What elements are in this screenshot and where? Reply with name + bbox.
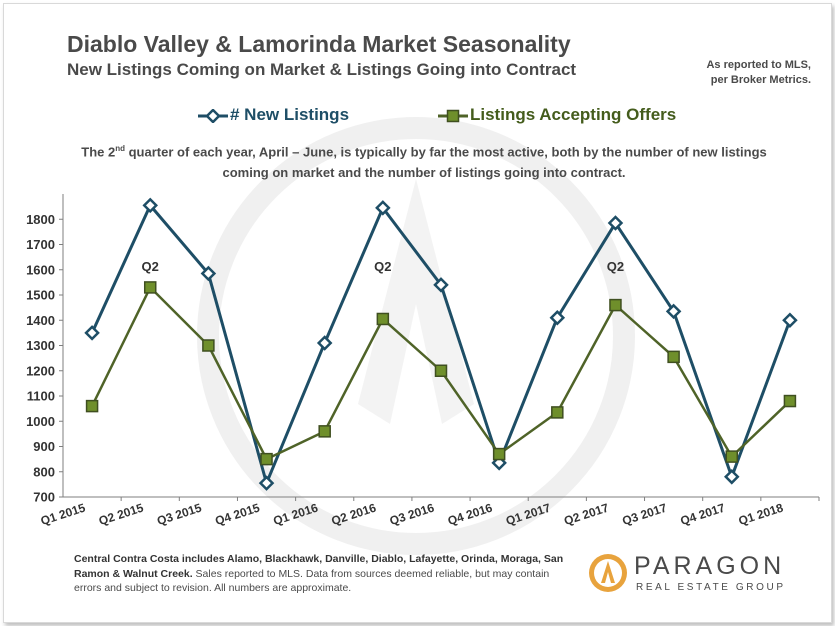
x-tick-label: Q2 2017 <box>562 500 610 528</box>
diamond-marker-icon <box>198 107 228 124</box>
point-offers <box>725 450 739 463</box>
point-new-listings <box>782 312 798 329</box>
point-offers <box>260 452 273 466</box>
x-tick-label: Q3 2015 <box>155 500 203 528</box>
point-offers <box>492 447 506 461</box>
point-offers <box>376 312 390 326</box>
x-tick-label: Q3 2017 <box>620 500 668 528</box>
point-new-listings <box>724 469 740 485</box>
legend-label-new-listings: # New Listings <box>230 105 350 124</box>
point-offers <box>318 425 331 438</box>
annotation-q2: Q2 <box>374 259 391 274</box>
point-offers <box>783 394 797 408</box>
y-tick-label: 1100 <box>27 389 55 404</box>
watermark-ring <box>197 117 635 555</box>
slide-frame: Diablo Valley & Lamorinda Market Seasona… <box>3 3 832 623</box>
logo-subtitle: REAL ESTATE GROUP <box>636 582 786 593</box>
x-tick-label: Q1 2016 <box>271 500 319 528</box>
point-new-listings <box>84 325 100 341</box>
note-part2: quarter of each year, April – June, is t… <box>125 144 767 181</box>
note-sup: nd <box>115 144 125 153</box>
y-tick-label: 800 <box>33 464 55 479</box>
point-offers <box>551 406 564 419</box>
chart-subtitle: New Listings Coming on Market & Listings… <box>67 60 577 79</box>
company-logo: PARAGON REAL ESTATE GROUP <box>584 550 804 598</box>
logo-name: PARAGON <box>634 552 786 580</box>
x-tick-label: Q4 2016 <box>446 500 494 528</box>
square-marker-icon <box>438 109 468 122</box>
point-new-listings <box>200 265 217 282</box>
y-tick-label: 900 <box>33 439 55 454</box>
point-offers <box>85 399 99 413</box>
line-chart: 700 800 900 1000 1100 1200 1300 1400 1500 1600 170… <box>26 194 820 528</box>
point-offers <box>434 364 448 377</box>
chart-title: Diablo Valley & Lamorinda Market Seasona… <box>67 31 571 57</box>
x-tick-label: Q4 2015 <box>213 500 261 528</box>
footer-text: Sales reported to MLS. Data from sources… <box>74 567 550 595</box>
x-tick-label: Q1 2015 <box>39 500 87 528</box>
footer-bold-text: Central Contra Costa includes Alamo, Bla… <box>74 553 564 580</box>
x-tick-label: Q3 2016 <box>388 500 436 528</box>
y-tick-label: 1000 <box>26 414 55 429</box>
source-note-line2: per Broker Metrics. <box>710 74 811 86</box>
point-new-listings <box>549 309 566 326</box>
paragon-logo-icon <box>589 554 627 592</box>
y-tick-label: 1800 <box>26 212 55 227</box>
annotation-q2: Q2 <box>142 259 159 274</box>
point-offers <box>609 298 622 312</box>
annotation-q2: Q2 <box>607 259 624 274</box>
x-tick-label: Q1 2017 <box>504 500 552 528</box>
source-note-line1: As reported to MLS, <box>706 59 811 71</box>
point-new-listings <box>316 335 333 351</box>
watermark-peak-icon <box>358 179 474 424</box>
y-tick-label: 1400 <box>26 313 55 328</box>
x-tick-label: Q4 2017 <box>679 500 727 528</box>
watermark <box>197 117 635 555</box>
note-part1: The 2 <box>81 144 116 160</box>
y-tick-label: 700 <box>33 490 55 505</box>
point-new-listings <box>258 475 275 491</box>
x-tick-label: Q2 2015 <box>97 500 145 528</box>
y-tick-label: 1700 <box>26 237 55 252</box>
legend-label-offers: Listings Accepting Offers <box>470 105 677 124</box>
y-tick-label: 1300 <box>26 338 55 353</box>
point-offers <box>667 350 680 364</box>
y-tick-label: 1200 <box>26 363 55 378</box>
footer-disclaimer: Central Contra Costa includes Alamo, Bla… <box>74 552 574 596</box>
chart-note: The 2nd quarter of each year, April – Ju… <box>74 138 774 183</box>
chart-legend: # New Listings Listings Accepting Offers <box>4 105 831 129</box>
point-offers <box>202 339 215 352</box>
legend-item-offers: Listings Accepting Offers <box>438 105 676 125</box>
point-new-listings <box>142 197 158 214</box>
x-tick-label: Q1 2018 <box>737 500 785 528</box>
source-note: As reported to MLS, per Broker Metrics. <box>671 58 811 88</box>
point-new-listings <box>433 277 449 293</box>
x-tick-label: Q2 2016 <box>330 500 378 528</box>
y-tick-label: 1500 <box>26 288 55 303</box>
point-new-listings <box>607 215 624 231</box>
point-new-listings <box>665 303 682 320</box>
point-offers <box>143 281 157 294</box>
point-new-listings <box>375 200 391 216</box>
legend-item-new-listings: # New Listings <box>198 105 349 125</box>
y-tick-label: 1600 <box>26 262 55 277</box>
series-line-new-listings <box>90 203 792 485</box>
